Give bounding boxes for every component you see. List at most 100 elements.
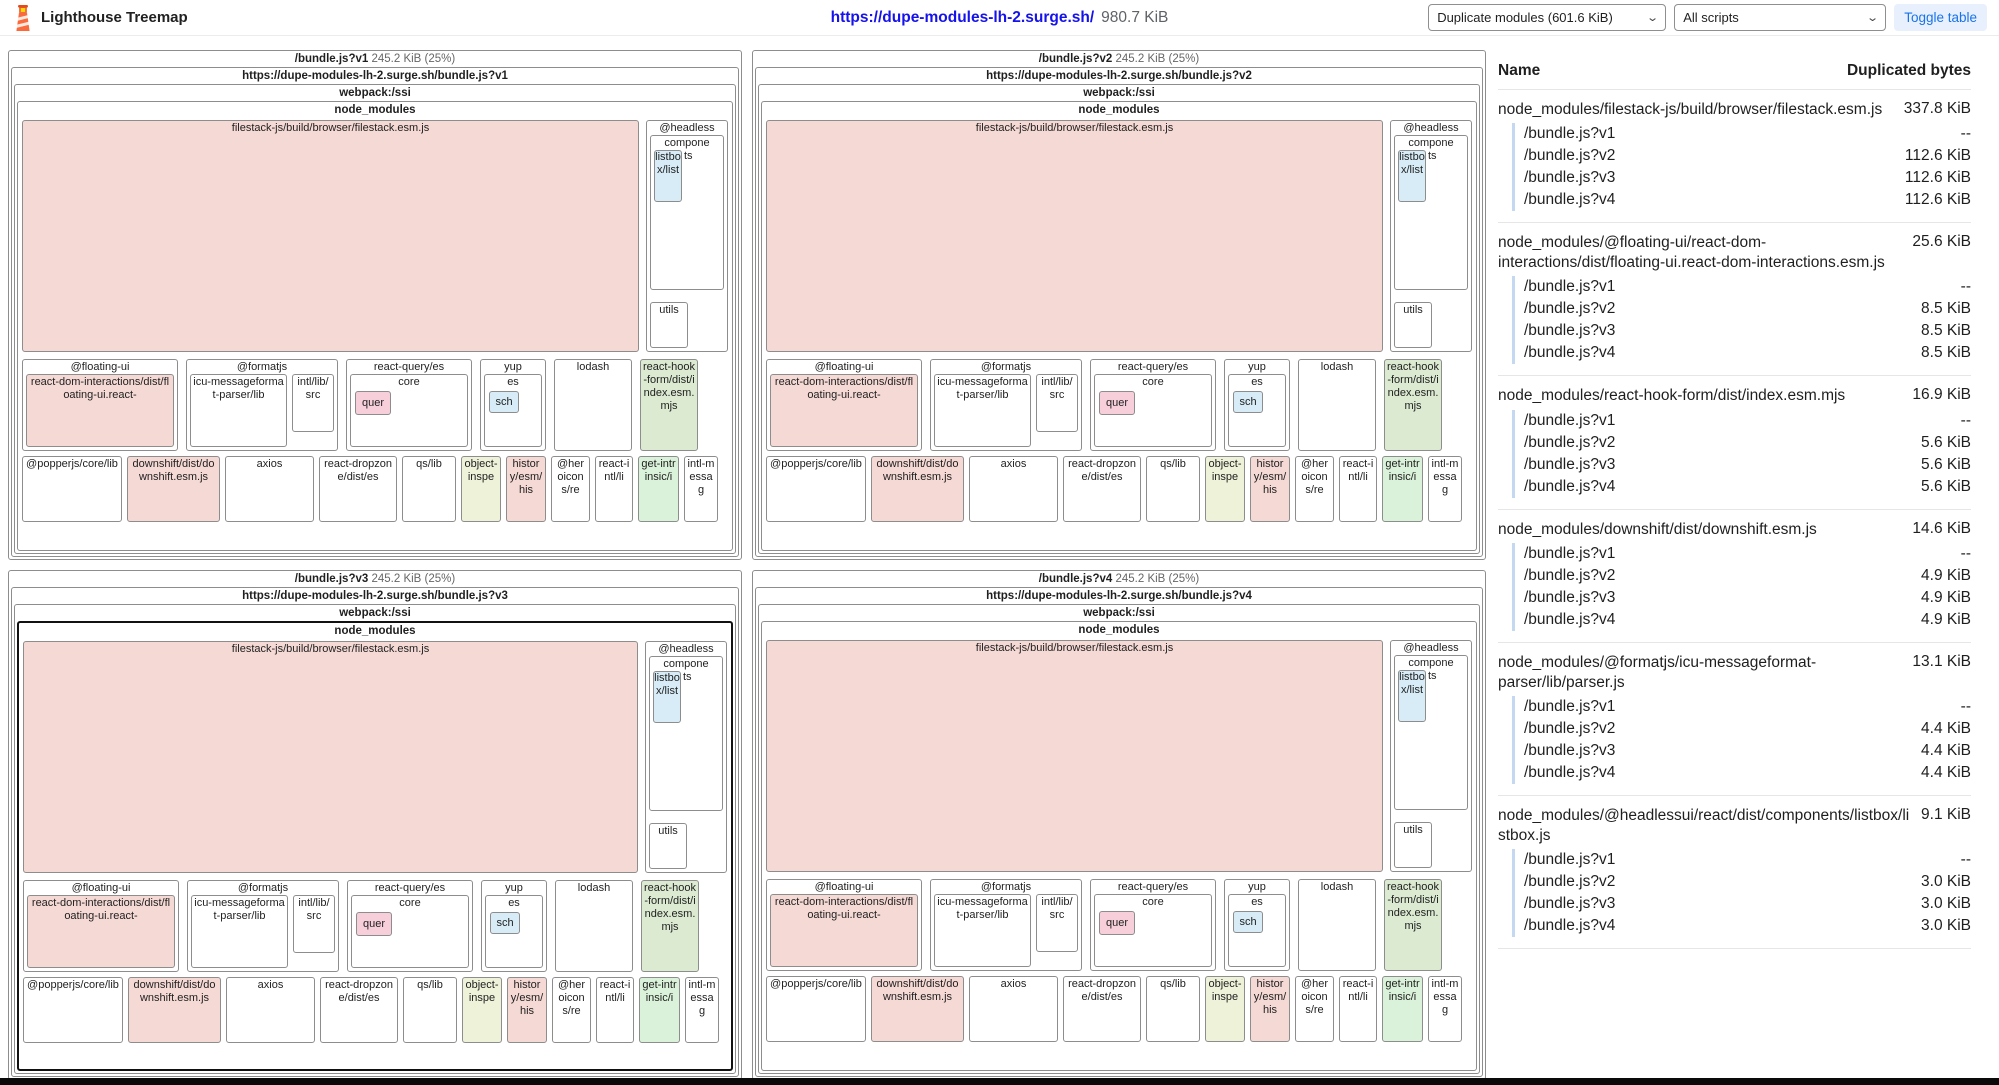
site-url-link[interactable]: https://dupe-modules-lh-2.surge.sh/ <box>830 9 1095 26</box>
treemap-tile[interactable]: lodash <box>554 359 632 451</box>
treemap-tile[interactable]: core quer <box>350 373 468 447</box>
treemap-tile[interactable]: @formatjs icu-messageformat-parser/lib int… <box>186 359 338 451</box>
treemap-tile[interactable]: downshift/dist/downshift.esm.js <box>128 977 221 1043</box>
treemap-tile[interactable]: react-intl/li <box>1339 976 1377 1042</box>
treemap-tile[interactable]: intl-messag <box>684 456 718 522</box>
treemap-tile[interactable]: react-intl/li <box>596 977 634 1043</box>
treemap-tile[interactable]: object-inspe <box>461 456 501 522</box>
treemap-tile[interactable]: react-dom-interactions/dist/floating-ui.… <box>770 373 918 447</box>
treemap-tile[interactable]: intl/lib/src <box>1036 893 1078 952</box>
treemap-tile[interactable]: history/esm/his <box>506 456 546 522</box>
toggle-table-button[interactable]: Toggle table <box>1894 4 1987 31</box>
treemap-tile[interactable]: axios <box>969 456 1058 522</box>
treemap-tile[interactable]: axios <box>225 456 314 522</box>
treemap-tile[interactable]: object-inspe <box>1205 456 1245 522</box>
treemap-tile[interactable]: core quer <box>1094 373 1212 447</box>
filestack-tile[interactable]: filestack-js/build/browser/filestack.esm… <box>23 641 638 873</box>
treemap-tile[interactable]: @popperjs/core/lib <box>22 456 122 522</box>
treemap-tile[interactable]: object-inspe <box>462 977 502 1043</box>
treemap-tile[interactable]: qs/lib <box>402 456 456 522</box>
treemap-tile[interactable]: @popperjs/core/lib <box>766 456 866 522</box>
treemap-tile[interactable]: sch <box>490 911 520 934</box>
treemap-tile[interactable]: downshift/dist/downshift.esm.js <box>871 976 964 1042</box>
treemap-tile[interactable]: es sch <box>1228 893 1286 967</box>
treemap-tile[interactable]: react-dom-interactions/dist/floating-ui.… <box>26 373 174 447</box>
treemap-tile[interactable]: @heroicons/re <box>1295 976 1334 1042</box>
treemap-tile[interactable]: history/esm/his <box>1250 456 1290 522</box>
treemap-tile[interactable]: intl-messag <box>1428 456 1462 522</box>
treemap-tile[interactable]: react-hook-form/dist/index.esm.mjs <box>1384 359 1442 451</box>
treemap-tile[interactable]: get-intrinsic/i <box>1382 456 1423 522</box>
treemap-tile[interactable]: es sch <box>1228 373 1286 447</box>
treemap-tile[interactable]: @floating-ui react-dom-interactions/dist/… <box>766 359 922 451</box>
treemap-tile[interactable]: intl-messag <box>1428 976 1462 1042</box>
treemap-tile[interactable]: react-query/es core quer <box>1090 879 1216 971</box>
treemap-tile[interactable]: react-query/es core quer <box>346 359 472 451</box>
treemap-tile[interactable]: @floating-ui react-dom-interactions/dist/… <box>766 879 922 971</box>
headlessui-tile[interactable]: @headless compone listbox/list ts utils <box>646 120 728 352</box>
treemap-tile[interactable]: sch <box>489 390 519 413</box>
headlessui-tile[interactable]: @headless compone listbox/list ts utils <box>645 641 727 873</box>
treemap-tile[interactable]: @formatjs icu-messageformat-parser/lib int… <box>187 880 339 972</box>
treemap-tile[interactable]: yup es sch <box>1224 879 1290 971</box>
treemap-tile[interactable]: @floating-ui react-dom-interactions/dist/… <box>22 359 178 451</box>
filestack-tile[interactable]: filestack-js/build/browser/filestack.esm… <box>22 120 639 352</box>
treemap-tile[interactable]: qs/lib <box>403 977 457 1043</box>
treemap-tile[interactable]: intl/lib/src <box>1036 373 1078 432</box>
headlessui-tile[interactable]: @headless compone listbox/list ts utils <box>1390 640 1472 872</box>
treemap-tile[interactable]: quer <box>356 911 392 936</box>
treemap-panel[interactable]: /bundle.js?v1 245.2 KiB (25%) https://dup… <box>8 50 742 560</box>
treemap-tile[interactable]: yup es sch <box>481 880 547 972</box>
utils-tile[interactable]: utils <box>650 301 688 348</box>
treemap-tile[interactable]: react-dom-interactions/dist/floating-ui.… <box>770 893 918 967</box>
treemap-tile[interactable]: react-dropzone/dist/es <box>1063 456 1141 522</box>
components-tile[interactable]: compone listbox/list ts <box>1394 654 1468 810</box>
filestack-tile[interactable]: filestack-js/build/browser/filestack.esm… <box>766 640 1383 872</box>
utils-tile[interactable]: utils <box>1394 301 1432 348</box>
treemap-tile[interactable]: intl/lib/src <box>293 894 335 953</box>
treemap-tile[interactable]: react-dropzone/dist/es <box>319 456 397 522</box>
headlessui-tile[interactable]: @headless compone listbox/list ts utils <box>1390 120 1472 352</box>
treemap-tile[interactable]: core quer <box>351 894 469 968</box>
treemap-tile[interactable]: object-inspe <box>1205 976 1245 1042</box>
treemap-tile[interactable]: icu-messageformat-parser/lib <box>934 373 1031 447</box>
treemap-tile[interactable]: es sch <box>484 373 542 447</box>
treemap-tile[interactable]: history/esm/his <box>507 977 547 1043</box>
treemap-tile[interactable]: react-intl/li <box>595 456 633 522</box>
treemap-tile[interactable]: @heroicons/re <box>552 977 591 1043</box>
treemap-tile[interactable]: history/esm/his <box>1250 976 1290 1042</box>
treemap-tile[interactable]: axios <box>226 977 315 1043</box>
treemap-tile[interactable]: lodash <box>555 880 633 972</box>
treemap-tile[interactable]: sch <box>1233 390 1263 413</box>
treemap-tile[interactable]: react-query/es core quer <box>347 880 473 972</box>
filestack-tile[interactable]: filestack-js/build/browser/filestack.esm… <box>766 120 1383 352</box>
treemap-tile[interactable]: qs/lib <box>1146 456 1200 522</box>
treemap-tile[interactable]: react-hook-form/dist/index.esm.mjs <box>1384 879 1442 971</box>
treemap-tile[interactable]: @heroicons/re <box>551 456 590 522</box>
treemap-tile[interactable]: quer <box>1099 910 1135 935</box>
treemap-tile[interactable]: get-intrinsic/i <box>638 456 679 522</box>
treemap-tile[interactable]: yup es sch <box>480 359 546 451</box>
listbox-tile[interactable]: listbox/list <box>654 149 682 202</box>
treemap-tile[interactable]: get-intrinsic/i <box>639 977 680 1043</box>
components-tile[interactable]: compone listbox/list ts <box>1394 134 1468 290</box>
treemap-tile[interactable]: qs/lib <box>1146 976 1200 1042</box>
treemap-tile[interactable]: intl-messag <box>685 977 719 1043</box>
treemap-panel[interactable]: /bundle.js?v2 245.2 KiB (25%) https://dup… <box>752 50 1486 560</box>
treemap-tile[interactable]: @heroicons/re <box>1295 456 1334 522</box>
treemap-tile[interactable]: react-dropzone/dist/es <box>320 977 398 1043</box>
listbox-tile[interactable]: listbox/list <box>1398 669 1426 722</box>
treemap-tile[interactable]: lodash <box>1298 879 1376 971</box>
components-tile[interactable]: compone listbox/list ts <box>649 655 723 811</box>
treemap-tile[interactable]: @formatjs icu-messageformat-parser/lib int… <box>930 879 1082 971</box>
treemap-tile[interactable]: react-dropzone/dist/es <box>1063 976 1141 1042</box>
treemap-tile[interactable]: react-hook-form/dist/index.esm.mjs <box>641 880 699 972</box>
treemap-tile[interactable]: axios <box>969 976 1058 1042</box>
treemap-tile[interactable]: get-intrinsic/i <box>1382 976 1423 1042</box>
treemap-tile[interactable]: @floating-ui react-dom-interactions/dist/… <box>23 880 179 972</box>
view-mode-select[interactable]: Duplicate modules (601.6 KiB) ⌄ <box>1428 4 1667 31</box>
treemap-tile[interactable]: quer <box>355 390 391 415</box>
treemap-tile[interactable]: react-intl/li <box>1339 456 1377 522</box>
treemap-tile[interactable]: icu-messageformat-parser/lib <box>190 373 287 447</box>
treemap-panel[interactable]: /bundle.js?v3 245.2 KiB (25%) https://dup… <box>8 570 742 1080</box>
